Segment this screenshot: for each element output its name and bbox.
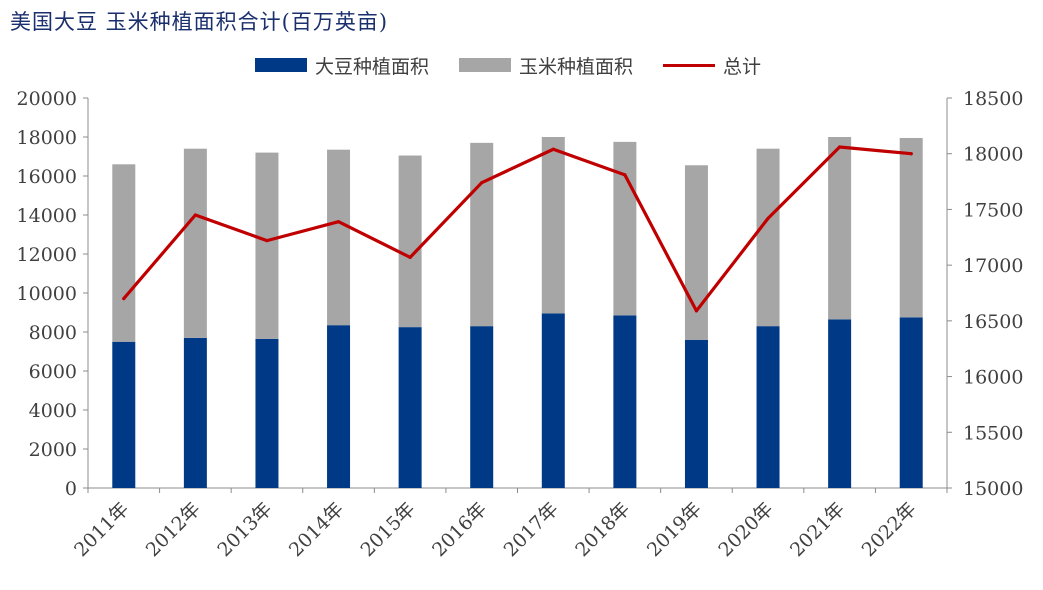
y-right-tick-label: 16000	[963, 367, 1023, 389]
bar-soy	[327, 325, 351, 488]
bar-soy	[398, 327, 422, 488]
y-left-tick-label: 10000	[17, 283, 77, 305]
bar-corn	[756, 148, 780, 327]
y-left-tick-label: 8000	[29, 322, 77, 344]
bar-soy	[684, 339, 708, 488]
bar-soy	[541, 313, 565, 488]
line-total-point	[766, 216, 770, 220]
y-left-tick-label: 16000	[17, 166, 77, 188]
y-left-tick-label: 2000	[29, 439, 77, 461]
y-left-tick-label: 4000	[29, 400, 77, 422]
line-total-point	[480, 181, 484, 185]
bar-soy	[756, 326, 780, 488]
x-tick-label: 2021年	[786, 498, 849, 561]
bar-soy	[255, 338, 279, 488]
bar-corn	[183, 148, 207, 338]
bar-corn	[112, 164, 136, 342]
bar-corn	[470, 142, 494, 327]
legend-swatch-total	[663, 63, 716, 67]
legend-label-corn: 玉米种植面积	[519, 55, 634, 78]
bar-corn	[684, 165, 708, 340]
y-left-tick-label: 0	[65, 478, 77, 500]
bar-soy	[112, 341, 136, 488]
line-total-point	[336, 220, 341, 224]
y-left-tick-label: 18000	[17, 127, 77, 149]
line-total-point	[551, 147, 555, 151]
y-left-tick-label: 20000	[17, 88, 77, 110]
x-tick-label: 2020年	[714, 498, 777, 561]
line-total-point	[408, 255, 412, 259]
bar-corn	[398, 155, 422, 328]
x-tick-label: 2017年	[500, 498, 563, 561]
x-tick-label: 2019年	[643, 498, 706, 561]
x-tick-label: 2014年	[285, 498, 348, 561]
legend-label-total: 总计	[723, 55, 762, 78]
y-left-tick-label: 12000	[17, 244, 77, 266]
y-right-tick-label: 15000	[963, 478, 1023, 500]
y-right-tick-label: 18500	[963, 88, 1023, 110]
line-total-point	[623, 173, 627, 177]
y-right-tick-label: 16500	[963, 311, 1023, 333]
x-tick-label: 2011年	[70, 498, 133, 561]
bar-corn	[613, 141, 637, 316]
bar-corn	[899, 137, 923, 318]
x-tick-label: 2013年	[213, 498, 276, 561]
bar-soy	[899, 317, 923, 488]
y-left-tick-label: 6000	[29, 361, 77, 383]
y-right-tick-label: 17000	[963, 255, 1023, 277]
x-tick-label: 2022年	[858, 498, 921, 561]
y-left-tick-label: 14000	[17, 205, 77, 227]
bar-corn	[327, 149, 351, 326]
line-total-point	[193, 213, 197, 217]
y-right-tick-label: 17500	[963, 199, 1023, 221]
line-total	[122, 145, 913, 313]
line-total-point	[265, 239, 269, 243]
chart-title: 美国大豆 玉米种植面积合计(百万英亩)	[10, 10, 389, 34]
y-right-tick-label: 18000	[963, 144, 1023, 166]
bar-corn	[541, 137, 565, 314]
line-total-point	[694, 309, 699, 313]
line-total-point	[838, 145, 842, 149]
legend-item-total: 总计	[663, 52, 761, 79]
bar-soy	[183, 337, 207, 488]
legend-item-corn: 玉米种植面积	[459, 52, 633, 79]
x-tick-label: 2015年	[356, 498, 419, 561]
legend-swatch-soy	[255, 58, 307, 72]
bar-corn	[255, 152, 279, 339]
line-total-point	[909, 152, 913, 156]
bar-corn	[828, 137, 852, 320]
legend-swatch-corn	[459, 58, 512, 72]
legend-label-soy: 大豆种植面积	[315, 55, 430, 78]
bar-soy	[470, 326, 494, 488]
line-total-point	[122, 296, 126, 301]
legend-item-soy: 大豆种植面积	[255, 52, 429, 79]
x-tick-label: 2012年	[142, 498, 205, 561]
y-right-tick-label: 15500	[963, 422, 1023, 444]
bar-soy	[828, 319, 852, 488]
legend: 大豆种植面积 玉米种植面积 总计	[255, 52, 791, 78]
x-tick-label: 2018年	[571, 498, 634, 561]
bar-soy	[613, 315, 637, 488]
x-tick-label: 2016年	[428, 498, 491, 561]
